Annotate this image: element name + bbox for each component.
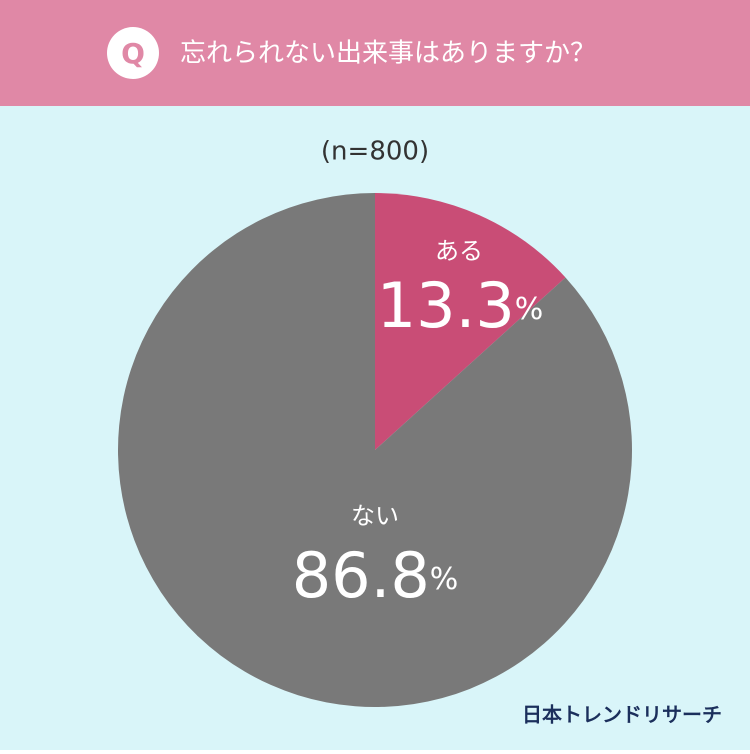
value-label: 86.8% — [292, 539, 459, 612]
value-label: 13.3% — [377, 269, 544, 342]
brand: 日本トレンドリサーチ — [522, 703, 722, 727]
chart-title: 忘れられない出来事はありますか？ — [180, 39, 596, 69]
badge: Q — [121, 37, 145, 70]
slice-label: ある — [435, 237, 483, 265]
pie-slice — [117, 193, 633, 707]
slice-label: ない — [351, 502, 399, 530]
subtitle: (n=800) — [321, 137, 429, 167]
badge-circle — [107, 27, 159, 79]
pie-slice — [375, 193, 566, 450]
